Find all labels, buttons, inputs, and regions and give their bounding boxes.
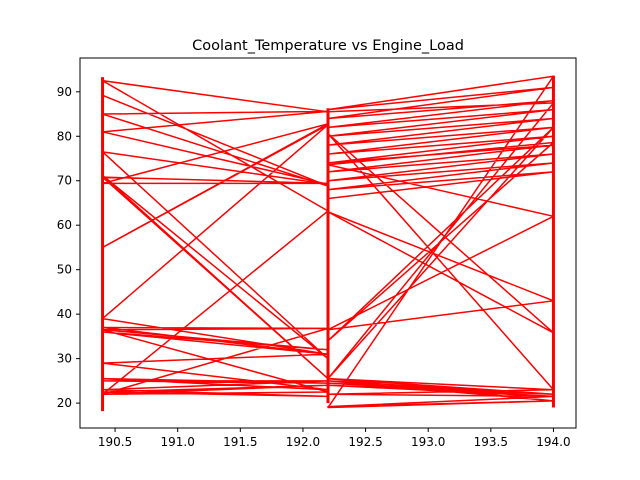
chart-title: Coolant_Temperature vs Engine_Load	[192, 38, 464, 54]
y-tick-label: 40	[57, 307, 72, 321]
y-tick-label: 90	[57, 85, 72, 99]
y-tick-label: 30	[57, 352, 72, 366]
x-tick-label: 191.0	[161, 435, 195, 449]
x-tick-label: 191.5	[223, 435, 257, 449]
axes: 190.5 191.0 191.5 192.0 192.5 193.0 193.5 194.0…	[57, 57, 577, 449]
x-tick-label: 192.5	[348, 435, 382, 449]
axes-frame	[79, 57, 577, 429]
x-tick-label: 190.5	[98, 435, 132, 449]
y-tick-label: 70	[57, 174, 72, 188]
x-tick-label: 194.0	[536, 435, 570, 449]
y-tick-label: 20	[57, 396, 72, 410]
y-tick-label: 80	[57, 129, 72, 143]
y-tick-label: 60	[57, 218, 72, 232]
plot-area	[101, 75, 555, 412]
x-tick-label: 192.0	[286, 435, 320, 449]
series-line-0	[101, 75, 555, 409]
y-tick-label: 50	[57, 263, 72, 277]
x-tick-label: 193.5	[474, 435, 508, 449]
x-tick-label: 193.0	[411, 435, 445, 449]
